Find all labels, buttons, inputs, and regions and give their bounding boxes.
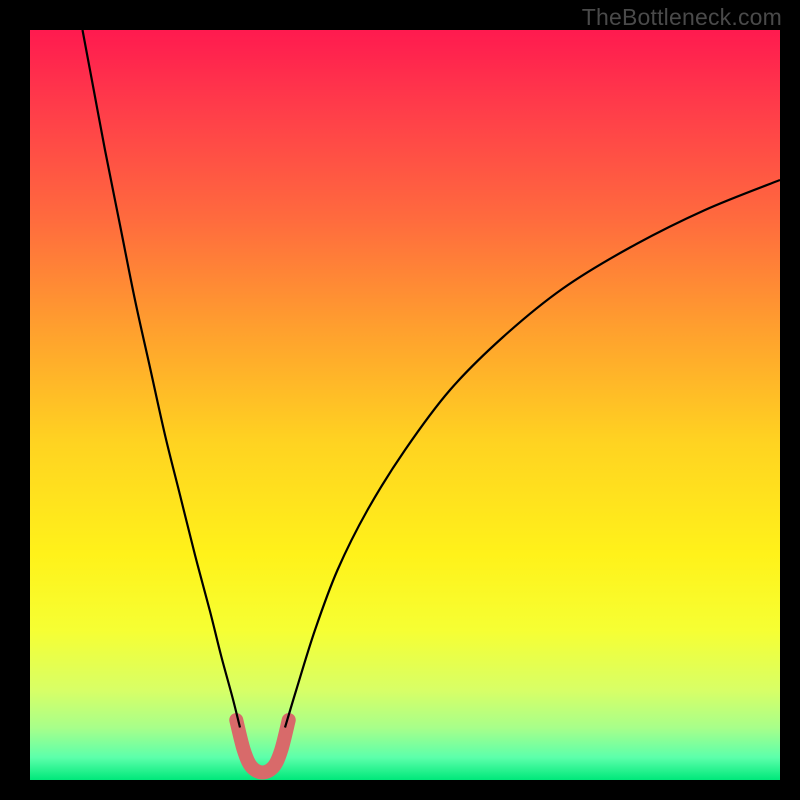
- gradient-background: [30, 30, 780, 780]
- chart-frame: TheBottleneck.com: [0, 0, 800, 800]
- watermark-text: TheBottleneck.com: [582, 4, 782, 31]
- plot-svg: [30, 30, 780, 780]
- plot-area: [30, 30, 780, 780]
